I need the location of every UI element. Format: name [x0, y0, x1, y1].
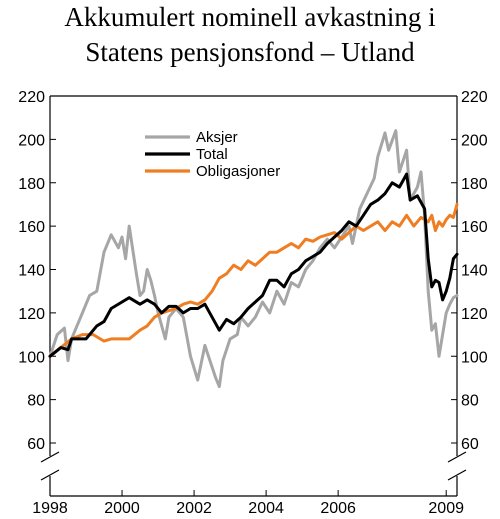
legend-label-obligasjoner: Obligasjoner — [196, 163, 280, 180]
y-tick-label-right: 180 — [461, 176, 488, 193]
x-tick-label: 2000 — [104, 500, 140, 517]
x-tick-label: 2006 — [320, 500, 356, 517]
chart-title-line-2: Statens pensjonsfond – Utland — [85, 37, 415, 67]
axis-break-mark-right-lower — [447, 469, 467, 481]
x-tick-label: 1998 — [32, 500, 68, 517]
chart-title-line-1: Akkumulert nominell avkastning i — [64, 2, 436, 32]
y-tick-label-left: 220 — [18, 89, 45, 106]
series-line-total — [48, 172, 459, 358]
legend-label-total: Total — [196, 146, 228, 163]
series-line-obligasjoner — [48, 202, 459, 358]
y-tick-label-left: 60 — [27, 436, 45, 453]
y-tick-label-left: 160 — [18, 219, 45, 236]
y-tick-label-left: 100 — [18, 349, 45, 366]
y-tick-label-left: 120 — [18, 306, 45, 323]
chart-title: Akkumulert nominell avkastning i Statens… — [0, 0, 500, 70]
axis-break-mark-right-upper — [447, 451, 467, 463]
legend-label-aksjer: Aksjer — [196, 129, 238, 146]
y-tick-label-left: 180 — [18, 176, 45, 193]
y-tick-label-right: 100 — [461, 349, 488, 366]
x-tick-label: 2009 — [428, 500, 464, 517]
axis-break-mark-left-upper — [40, 451, 60, 463]
y-tick-label-right: 80 — [461, 393, 479, 410]
x-tick-label: 2004 — [248, 500, 284, 517]
y-tick-label-left: 140 — [18, 263, 45, 280]
x-tick-label: 2002 — [176, 500, 212, 517]
series-line-aksjer — [48, 129, 459, 389]
y-tick-label-right: 60 — [461, 436, 479, 453]
y-tick-label-right: 140 — [461, 263, 488, 280]
y-tick-label-left: 200 — [18, 132, 45, 149]
y-tick-label-right: 220 — [461, 89, 488, 106]
axis-break-mark-left-lower — [40, 469, 60, 481]
y-tick-label-right: 120 — [461, 306, 488, 323]
y-tick-label-left: 80 — [27, 393, 45, 410]
y-tick-label-right: 200 — [461, 132, 488, 149]
y-tick-label-right: 160 — [461, 219, 488, 236]
